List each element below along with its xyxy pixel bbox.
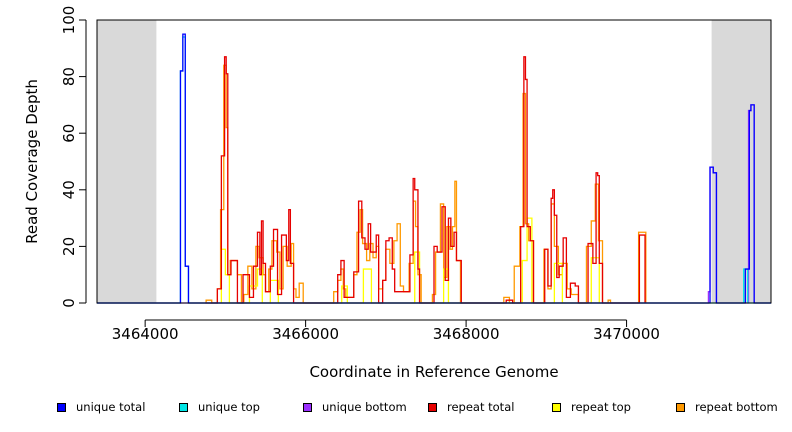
shaded-region-2 [711, 20, 771, 303]
y-tick-label-4: 80 [60, 67, 78, 86]
legend-item-unique-total: unique total [57, 400, 145, 414]
legend-item-repeat-total: repeat total [428, 400, 514, 414]
x-tick-label-0: 3464000 [112, 325, 179, 343]
legend-item-repeat-bottom: repeat bottom [676, 400, 778, 414]
legend-label: unique top [198, 400, 260, 414]
x-tick-label-1: 3466000 [272, 325, 339, 343]
y-tick-label-0: 0 [60, 298, 78, 308]
y-tick-label-2: 40 [60, 180, 78, 199]
series-line-unique-total [97, 33, 771, 304]
legend-label: repeat bottom [695, 400, 778, 414]
legend-item-unique-top: unique top [179, 400, 260, 414]
legend-swatch [676, 402, 685, 412]
legend-swatch [303, 402, 312, 412]
legend-label: unique bottom [322, 400, 407, 414]
series-line-repeat-bottom [205, 64, 647, 304]
plot-frame [96, 19, 772, 304]
shaded-region-1 [97, 20, 157, 303]
shaded-regions [97, 20, 771, 303]
y-tick-label-3: 60 [60, 124, 78, 143]
coverage-chart: 3464000 3466000 3468000 3470000 0 20 40 60 80 100… [23, 6, 772, 381]
legend-swatch [428, 402, 437, 412]
x-axis-title: Coordinate in Reference Genome [309, 363, 558, 381]
x-tick-label-2: 3468000 [433, 325, 500, 343]
legend-swatch [552, 402, 561, 412]
chart-legend: unique total unique top unique bottom repea… [0, 400, 792, 418]
y-axis-title: Read Coverage Depth [23, 79, 41, 244]
legend-label: repeat total [447, 400, 515, 414]
legend-label: unique total [76, 400, 146, 414]
y-tick-label-1: 20 [60, 237, 78, 256]
legend-swatch [179, 402, 188, 412]
y-tick-label-5: 100 [60, 6, 78, 35]
legend-swatch [57, 402, 66, 412]
series-line-repeat-total [205, 56, 646, 304]
legend-label: repeat top [571, 400, 631, 414]
x-tick-label-3: 3470000 [593, 325, 660, 343]
series-lines [97, 33, 771, 304]
axes: 3464000 3466000 3468000 3470000 0 20 40 60 80 100 [60, 6, 660, 343]
legend-item-unique-bottom: unique bottom [303, 400, 407, 414]
legend-item-repeat-top: repeat top [552, 400, 631, 414]
